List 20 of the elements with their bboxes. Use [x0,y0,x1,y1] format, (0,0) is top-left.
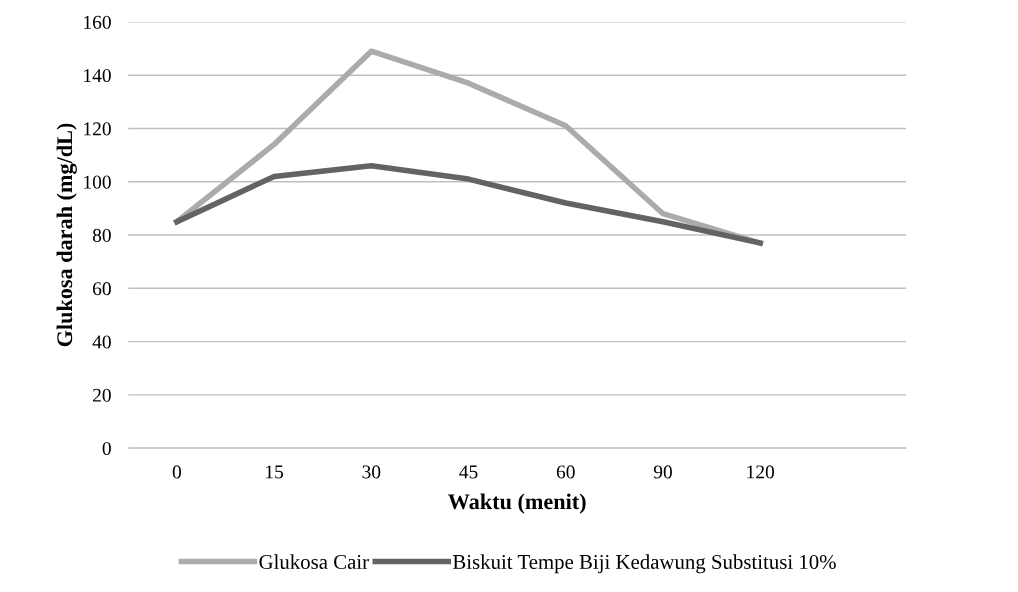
x-tick-label: 60 [556,465,575,479]
y-tick-label: 160 [84,15,111,29]
x-tick-label: 45 [459,465,478,479]
x-axis-title: Waktu (menit) [448,493,586,514]
y-tick-label: 0 [102,441,111,456]
y-tick-label: 100 [84,175,111,189]
y-tick-label: 40 [92,335,111,349]
legend-label: Glukosa Cair [259,554,369,569]
y-tick-label: 60 [92,282,111,296]
x-tick-label: 90 [653,465,672,479]
x-tick-label: 0 [172,465,181,479]
x-tick-label: 15 [266,465,284,479]
y-axis-title: Glukosa darah (mg/dL) [56,123,77,347]
y-tick-label: 120 [84,122,111,136]
x-tick-label: 120 [747,465,775,479]
y-tick-label: 140 [84,69,111,83]
legend-label: Biskuit Tempe Biji Kedawung Substitusi 10% [452,554,836,574]
x-tick-label: 30 [362,465,381,479]
y-tick-label: 20 [93,388,111,402]
y-tick-label: 80 [92,228,111,242]
